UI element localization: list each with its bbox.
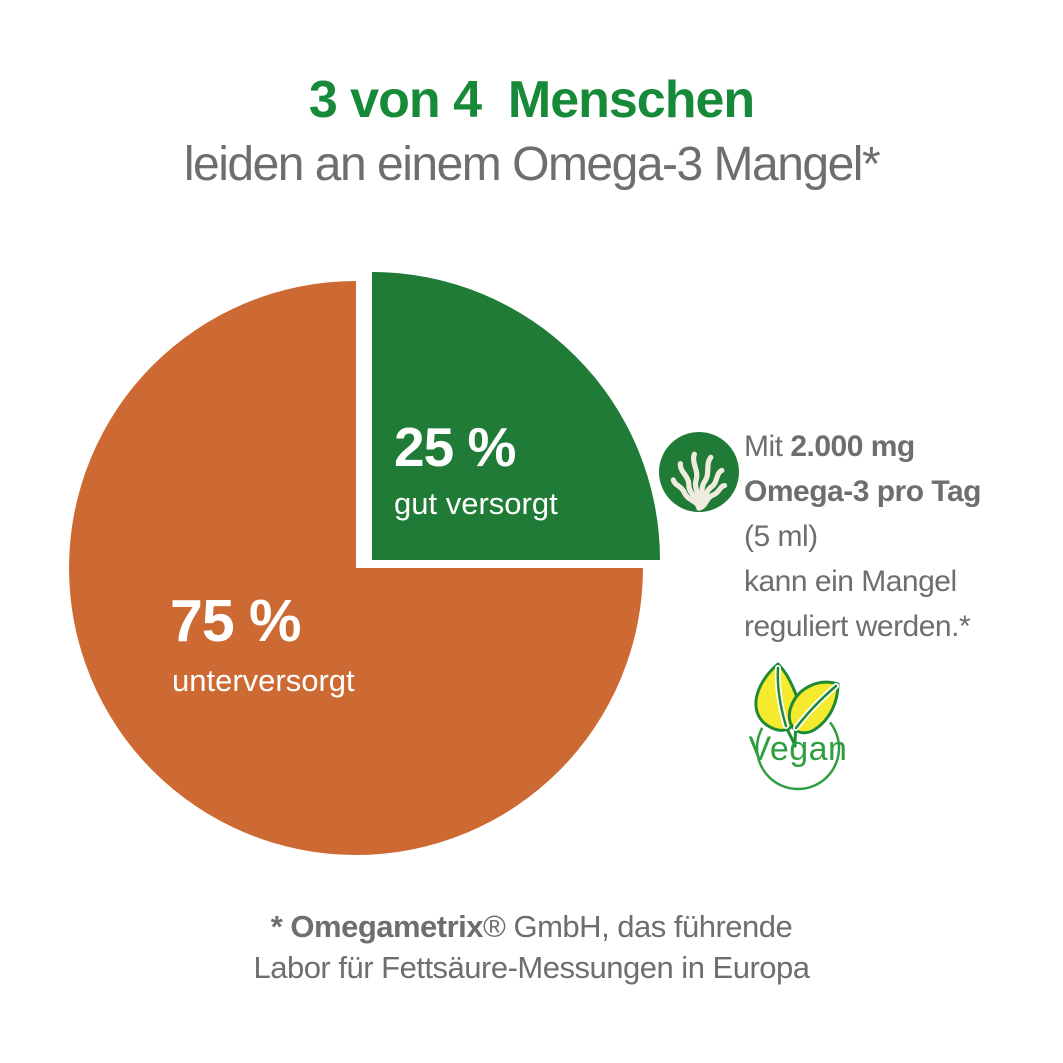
dosage-info-text: Mit 2.000 mg Omega-3 pro Tag (5 ml) kann…: [744, 424, 1044, 649]
vegan-leaves-icon: [750, 659, 843, 748]
info-line-2: Omega-3 pro Tag: [744, 475, 981, 508]
footnote-source-bold: * Omegametrix: [270, 909, 484, 944]
pie-label-25-value: 25 %: [394, 416, 516, 478]
headline-subtitle: leiden an einem Omega-3 Mangel*: [183, 138, 881, 192]
pie-label-75: 75 % unterversorgt: [170, 588, 355, 698]
pie-label-25: 25 % gut versorgt: [394, 416, 558, 521]
footnote-line-2: Labor für Fettsäure-Messungen in Europa: [253, 950, 810, 985]
algae-strands: [670, 451, 728, 511]
pie-label-25-text: gut versorgt: [394, 486, 558, 521]
info-line-3: (5 ml): [744, 520, 818, 553]
algae-icon: [659, 432, 739, 512]
info-line1-bold: 2.000 mg: [790, 430, 915, 463]
pie-slice-unterversorgt-75: [69, 281, 643, 855]
pie-label-75-text: unterversorgt: [172, 663, 355, 698]
pie-slice-gut-versorgt-25: [372, 272, 660, 560]
info-line-5: reguliert werden.*: [744, 610, 971, 643]
info-line1-regular: Mit: [744, 430, 791, 463]
headline-statistic: 3 von 4 Menschen: [308, 71, 755, 129]
footnote-source-rest: ® GmbH, das führende: [483, 909, 793, 944]
vegan-label: Vegan: [749, 730, 848, 768]
vegan-leaf-large-vein: [776, 666, 788, 728]
vegan-badge: Vegan: [749, 659, 848, 791]
info-line-4: kann ein Mangel: [744, 565, 957, 598]
vegan-leaf-small-vein: [794, 684, 838, 730]
info-line-1: Mit 2.000 mg: [744, 424, 1044, 469]
footnote: * Omegametrix® GmbH, das führende Labor …: [0, 906, 1063, 988]
title-block: 3 von 4 Menschen leiden an einem Omega-3…: [0, 71, 1063, 192]
footnote-line-1: * Omegametrix® GmbH, das führende: [0, 906, 1063, 947]
pie-label-75-value: 75 %: [170, 588, 301, 654]
